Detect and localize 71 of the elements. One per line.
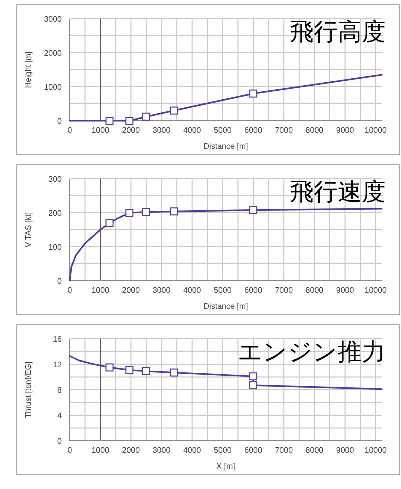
x-tick-label: 0: [68, 126, 73, 135]
point: [142, 208, 150, 216]
point: [250, 206, 258, 214]
x-tick-label: 9000: [336, 126, 355, 135]
point: [106, 219, 114, 228]
x-tick-label: 8000: [306, 286, 324, 295]
y-tick-label: 0: [58, 117, 63, 126]
x-tick-label: 5000: [214, 446, 232, 455]
x-tick-label: 0: [68, 446, 73, 455]
x-tick-label: 5000: [214, 126, 232, 135]
x-tick-label: 7000: [275, 126, 294, 135]
point: [142, 112, 150, 121]
x-tick-label: 3000: [152, 446, 172, 455]
x-tick-label: 4000: [183, 446, 202, 455]
x-tick-label: 8000: [306, 126, 324, 135]
x-tick-label: 9000: [336, 446, 355, 455]
chart-title: 飛行速度: [290, 179, 386, 206]
chart-title: 飛行高度: [290, 19, 386, 46]
x-tick-label: 10000: [364, 286, 388, 295]
y-tick-label: 4: [58, 412, 63, 420]
point: [250, 90, 258, 98]
y-tick-label: 1000: [44, 83, 63, 92]
x-tick-label: 1000: [92, 446, 110, 455]
y-tick-label: 16: [53, 335, 63, 344]
x-tick-label: 4000: [183, 126, 202, 135]
point: [106, 364, 114, 372]
x-tick-label: 1000: [92, 286, 110, 295]
x-tick-label: 3000: [152, 286, 172, 295]
y-tick-label: 200: [48, 209, 63, 218]
x-tick-label: 5000: [214, 286, 232, 295]
x-tick-label: 1000: [92, 126, 110, 135]
chart-title: エンジン推力: [238, 339, 386, 366]
point: [126, 366, 134, 374]
y-tick-label: 0: [58, 277, 63, 286]
x-tick-label: 6000: [244, 126, 263, 135]
y-tick-label: 0: [58, 437, 63, 446]
x-axis-title: Distance [m]: [204, 142, 248, 151]
x-tick-label: 2000: [122, 446, 141, 455]
point: [142, 368, 150, 376]
x-tick-label: 2000: [122, 126, 141, 135]
y-tick-label: 300: [48, 175, 63, 184]
x-tick-label: 3000: [152, 126, 172, 135]
y-tick-label: 3000: [44, 15, 63, 24]
point: [126, 209, 134, 217]
point: [170, 368, 178, 377]
y-axis-title: Thrust [tonf/EG]: [24, 362, 33, 418]
x-tick-label: 7000: [275, 446, 294, 455]
point: [106, 117, 114, 125]
y-axis-title: V TAS [kt]: [24, 212, 33, 248]
point: [170, 106, 178, 115]
y-tick-label: 100: [48, 243, 63, 252]
x-axis-title: X [m]: [216, 462, 236, 471]
x-tick-label: 6000: [244, 286, 263, 295]
point: [250, 382, 258, 390]
x-axis-title: Distance [m]: [204, 302, 248, 311]
x-tick-label: 4000: [183, 286, 202, 295]
x-tick-label: 8000: [306, 446, 324, 455]
point: [170, 208, 178, 216]
x-tick-label: 10000: [364, 126, 388, 135]
x-tick-label: 7000: [275, 286, 294, 295]
y-tick-label: 8: [58, 386, 63, 395]
point: [250, 372, 258, 381]
x-tick-label: 0: [68, 286, 73, 295]
y-tick-label: 12: [53, 360, 63, 370]
y-tick-label: 2000: [44, 49, 63, 58]
x-tick-label: 10000: [364, 446, 388, 455]
x-tick-label: 6000: [244, 446, 263, 455]
x-tick-label: 9000: [336, 286, 355, 295]
x-tick-label: 2000: [122, 286, 141, 295]
y-axis-title: Height [m]: [24, 52, 33, 88]
point: [126, 117, 134, 125]
